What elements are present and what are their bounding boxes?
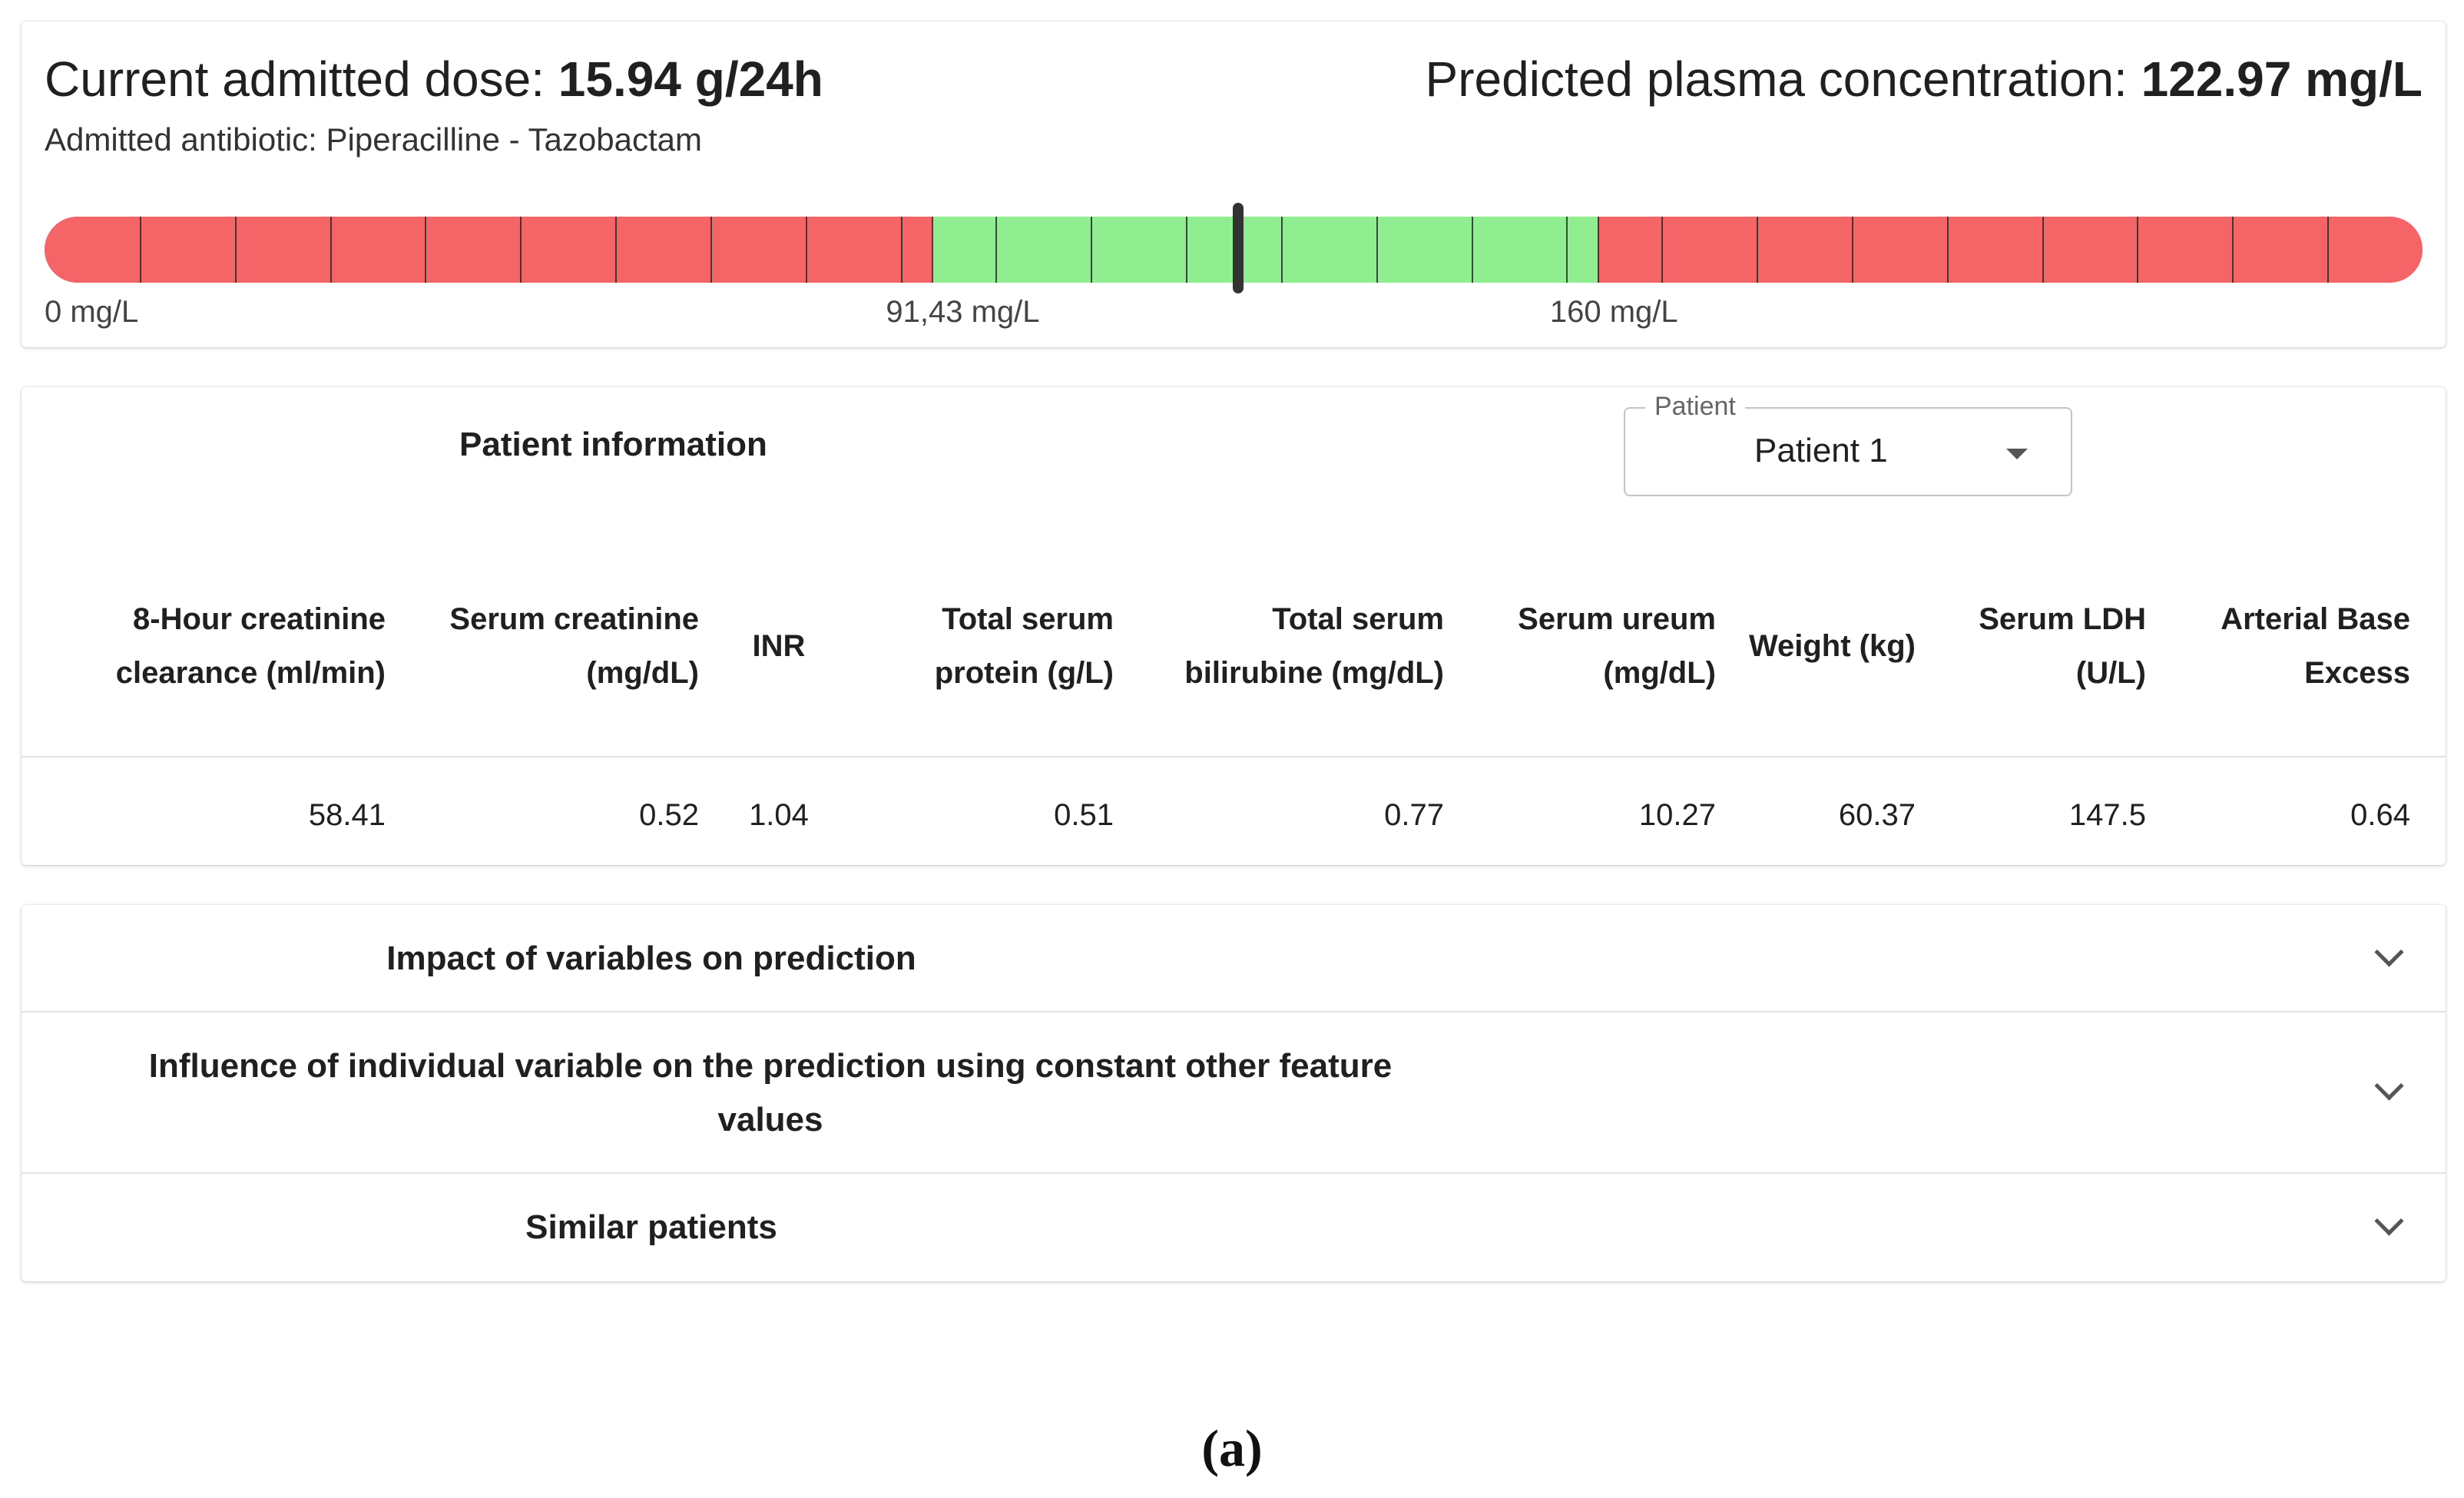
range-tick — [1186, 217, 1188, 283]
range-tick — [1946, 217, 1949, 283]
current-dose-value: 15.94 g/24h — [558, 51, 823, 107]
range-tick — [2232, 217, 2234, 283]
range-boundary — [932, 217, 934, 283]
range-tick — [139, 217, 141, 283]
chevron-down-icon[interactable] — [2374, 1206, 2404, 1236]
cell-weight: 60.37 — [1838, 797, 1916, 832]
range-tick — [805, 217, 807, 283]
table-header-row: 8-Hour creatinine clearance (ml/min) Ser… — [22, 536, 2446, 757]
cell-creatinine-clearance: 58.41 — [308, 797, 386, 832]
scale-label-target-high: 160 mg/L — [1549, 295, 1678, 329]
dose-summary-card: Current admitted dose: 15.94 g/24h Predi… — [22, 22, 2446, 347]
col-header-serum-creatinine: Serum creatinine (mg/dL) — [399, 536, 713, 757]
patient-information-title: Patient information — [459, 426, 767, 463]
figure-caption: (a) — [1201, 1419, 1263, 1477]
current-dose: Current admitted dose: 15.94 g/24h — [45, 51, 823, 108]
range-tick — [330, 217, 332, 283]
range-tick — [615, 217, 618, 283]
cell-total-serum-bilirubine: 0.77 — [1384, 797, 1444, 832]
accordion-impact-of-variables[interactable]: Impact of variables on prediction — [22, 905, 2446, 1012]
range-target — [932, 217, 1598, 283]
col-header-serum-ldh: Serum LDH (U/L) — [1929, 536, 2160, 757]
range-tick — [2042, 217, 2044, 283]
range-above-target — [1597, 217, 2423, 283]
predicted-concentration-value: 122.97 mg/L — [2141, 51, 2423, 107]
patient-select[interactable]: Patient Patient 1 — [1624, 392, 2072, 496]
range-tick — [1757, 217, 1759, 283]
range-tick — [995, 217, 998, 283]
cell-total-serum-protein: 0.51 — [1054, 797, 1114, 832]
accordion-individual-influence[interactable]: Influence of individual variable on the … — [22, 1012, 2446, 1174]
caret-down-icon[interactable] — [2006, 449, 2028, 459]
col-header-serum-ureum: Serum ureum (mg/dL) — [1458, 536, 1730, 757]
patient-select-value: Patient 1 — [1754, 432, 1888, 469]
range-tick — [1280, 217, 1283, 283]
col-header-total-serum-bilirubine: Total serum bilirubine (mg/dL) — [1128, 536, 1458, 757]
accordion-individual-influence-title: Influence of individual variable on the … — [148, 1047, 1393, 1138]
col-header-weight: Weight (kg) — [1730, 536, 1929, 757]
cell-serum-ureum: 10.27 — [1638, 797, 1716, 832]
table-row: 58.41 0.52 1.04 0.51 0.77 10.27 60.37 14… — [22, 757, 2446, 873]
range-below-target — [45, 217, 932, 283]
chevron-down-icon[interactable] — [2374, 937, 2404, 967]
cell-inr: 1.04 — [749, 797, 809, 832]
col-header-total-serum-protein: Total serum protein (g/L) — [845, 536, 1128, 757]
accordion-similar-patients-title: Similar patients — [525, 1208, 777, 1246]
range-tick — [425, 217, 427, 283]
range-tick — [234, 217, 237, 283]
predicted-concentration-label: Predicted plasma concentration: — [1425, 51, 2128, 107]
accordion-similar-patients[interactable]: Similar patients — [22, 1174, 2446, 1281]
current-dose-label: Current admitted dose: — [45, 51, 545, 107]
concentration-marker — [1232, 203, 1244, 293]
cell-serum-ldh: 147.5 — [2068, 797, 2146, 832]
range-tick — [520, 217, 522, 283]
scale-label-target-low: 91,43 mg/L — [886, 295, 1040, 329]
range-tick — [1851, 217, 1853, 283]
range-tick — [2137, 217, 2139, 283]
patient-info-table: 8-Hour creatinine clearance (ml/min) Ser… — [22, 536, 2446, 873]
range-tick — [2327, 217, 2330, 283]
range-tick — [1471, 217, 1473, 283]
admitted-antibiotic: Admitted antibiotic: Piperacilline - Taz… — [45, 121, 702, 157]
predicted-concentration: Predicted plasma concentration: 122.97 m… — [1426, 51, 2423, 108]
patient-select-legend: Patient — [1645, 392, 1745, 422]
range-tick — [1566, 217, 1568, 283]
range-tick — [900, 217, 902, 283]
range-tick — [710, 217, 712, 283]
range-tick — [1376, 217, 1378, 283]
range-tick — [1661, 217, 1664, 283]
cell-arterial-base-excess: 0.64 — [2350, 797, 2410, 832]
patient-information-card: Patient information Patient Patient 1 8-… — [22, 387, 2446, 865]
col-header-inr: INR — [713, 536, 845, 757]
col-header-arterial-base-excess: Arterial Base Excess — [2160, 536, 2446, 757]
cell-serum-creatinine: 0.52 — [639, 797, 699, 832]
accordion-impact-title: Impact of variables on prediction — [386, 940, 916, 977]
scale-label-min: 0 mg/L — [45, 295, 139, 329]
chevron-down-icon[interactable] — [2374, 1071, 2404, 1101]
range-tick — [1091, 217, 1093, 283]
col-header-creatinine-clearance: 8-Hour creatinine clearance (ml/min) — [22, 536, 399, 757]
range-boundary — [1597, 217, 1599, 283]
analysis-accordion: Impact of variables on prediction Influe… — [22, 905, 2446, 1281]
